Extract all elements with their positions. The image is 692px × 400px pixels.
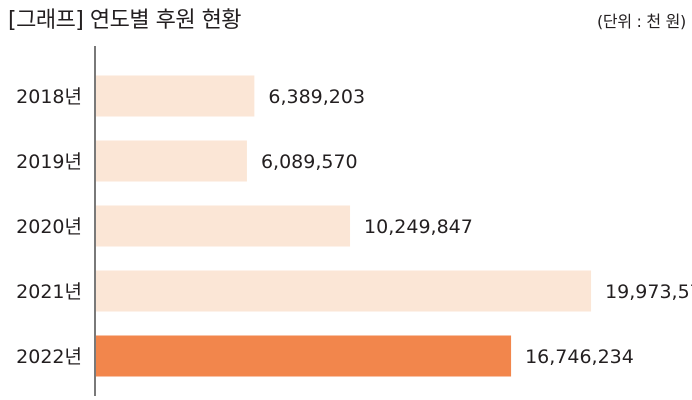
bar-3 <box>96 270 592 312</box>
value-label-1: 6,089,570 <box>261 151 358 173</box>
category-label-4: 2022년 <box>16 346 82 368</box>
value-label-0: 6,389,203 <box>268 86 365 108</box>
bar-0 <box>96 75 255 117</box>
value-label-4: 16,746,234 <box>525 346 634 368</box>
chart-title: [그래프] 연도별 후원 현황 <box>8 8 242 33</box>
bar-4 <box>96 335 512 377</box>
category-label-2: 2020년 <box>16 216 82 238</box>
category-label-3: 2021년 <box>16 281 82 303</box>
category-label-0: 2018년 <box>16 86 82 108</box>
value-label-3: 19,973,578 <box>605 281 692 303</box>
unit-label: (단위 : 천 원) <box>596 12 686 31</box>
bar-1 <box>96 140 247 182</box>
category-label-1: 2019년 <box>16 151 82 173</box>
value-label-2: 10,249,847 <box>364 216 473 238</box>
bar-2 <box>96 205 351 247</box>
